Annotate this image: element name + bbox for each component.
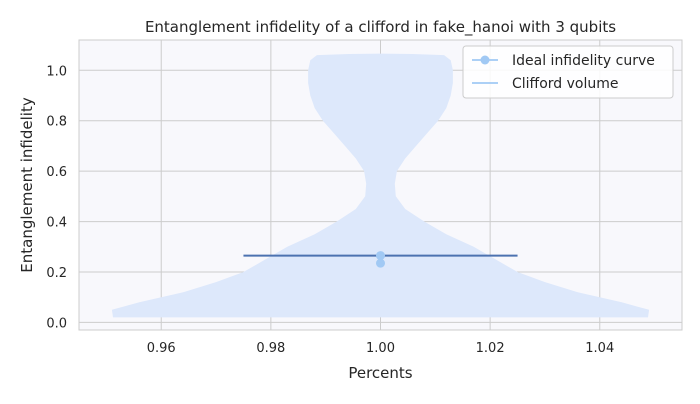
violin-layer <box>111 53 650 318</box>
legend-ideal-marker <box>480 55 490 65</box>
x-tick-label: 1.00 <box>366 341 395 356</box>
ideal-infidelity-point <box>376 258 385 268</box>
y-tick-label: 0.6 <box>46 165 67 180</box>
legend-box <box>462 45 674 99</box>
x-tick-label: 1.04 <box>585 341 614 356</box>
ideal-infidelity-point <box>376 251 385 261</box>
y-tick-label: 0.4 <box>46 216 67 231</box>
y-axis-ticks: 0.0 0.2 0.4 0.6 0.8 1.0 <box>46 64 67 331</box>
x-tick-label: 1.02 <box>476 341 505 356</box>
legend-ideal-label: Ideal infidelity curve <box>512 53 655 69</box>
x-tick-label: 0.98 <box>256 341 285 356</box>
chart-title: Entanglement infidelity of a clifford in… <box>145 18 616 37</box>
x-tick-label: 0.96 <box>147 341 176 356</box>
marks-layer <box>243 251 518 268</box>
y-axis-label: Entanglement infidelity <box>18 97 36 273</box>
violin-body <box>111 53 650 318</box>
y-tick-label: 0.0 <box>46 316 67 331</box>
y-tick-label: 0.2 <box>46 266 67 281</box>
y-tick-label: 1.0 <box>46 64 67 79</box>
y-tick-label: 0.8 <box>46 115 67 130</box>
x-axis-label: Percents <box>348 364 412 382</box>
legend-clifford-label: Clifford volume <box>512 76 618 92</box>
x-axis-ticks: 0.96 0.98 1.00 1.02 1.04 <box>147 341 614 356</box>
legend: Ideal infidelity curve Clifford volume <box>462 45 674 99</box>
